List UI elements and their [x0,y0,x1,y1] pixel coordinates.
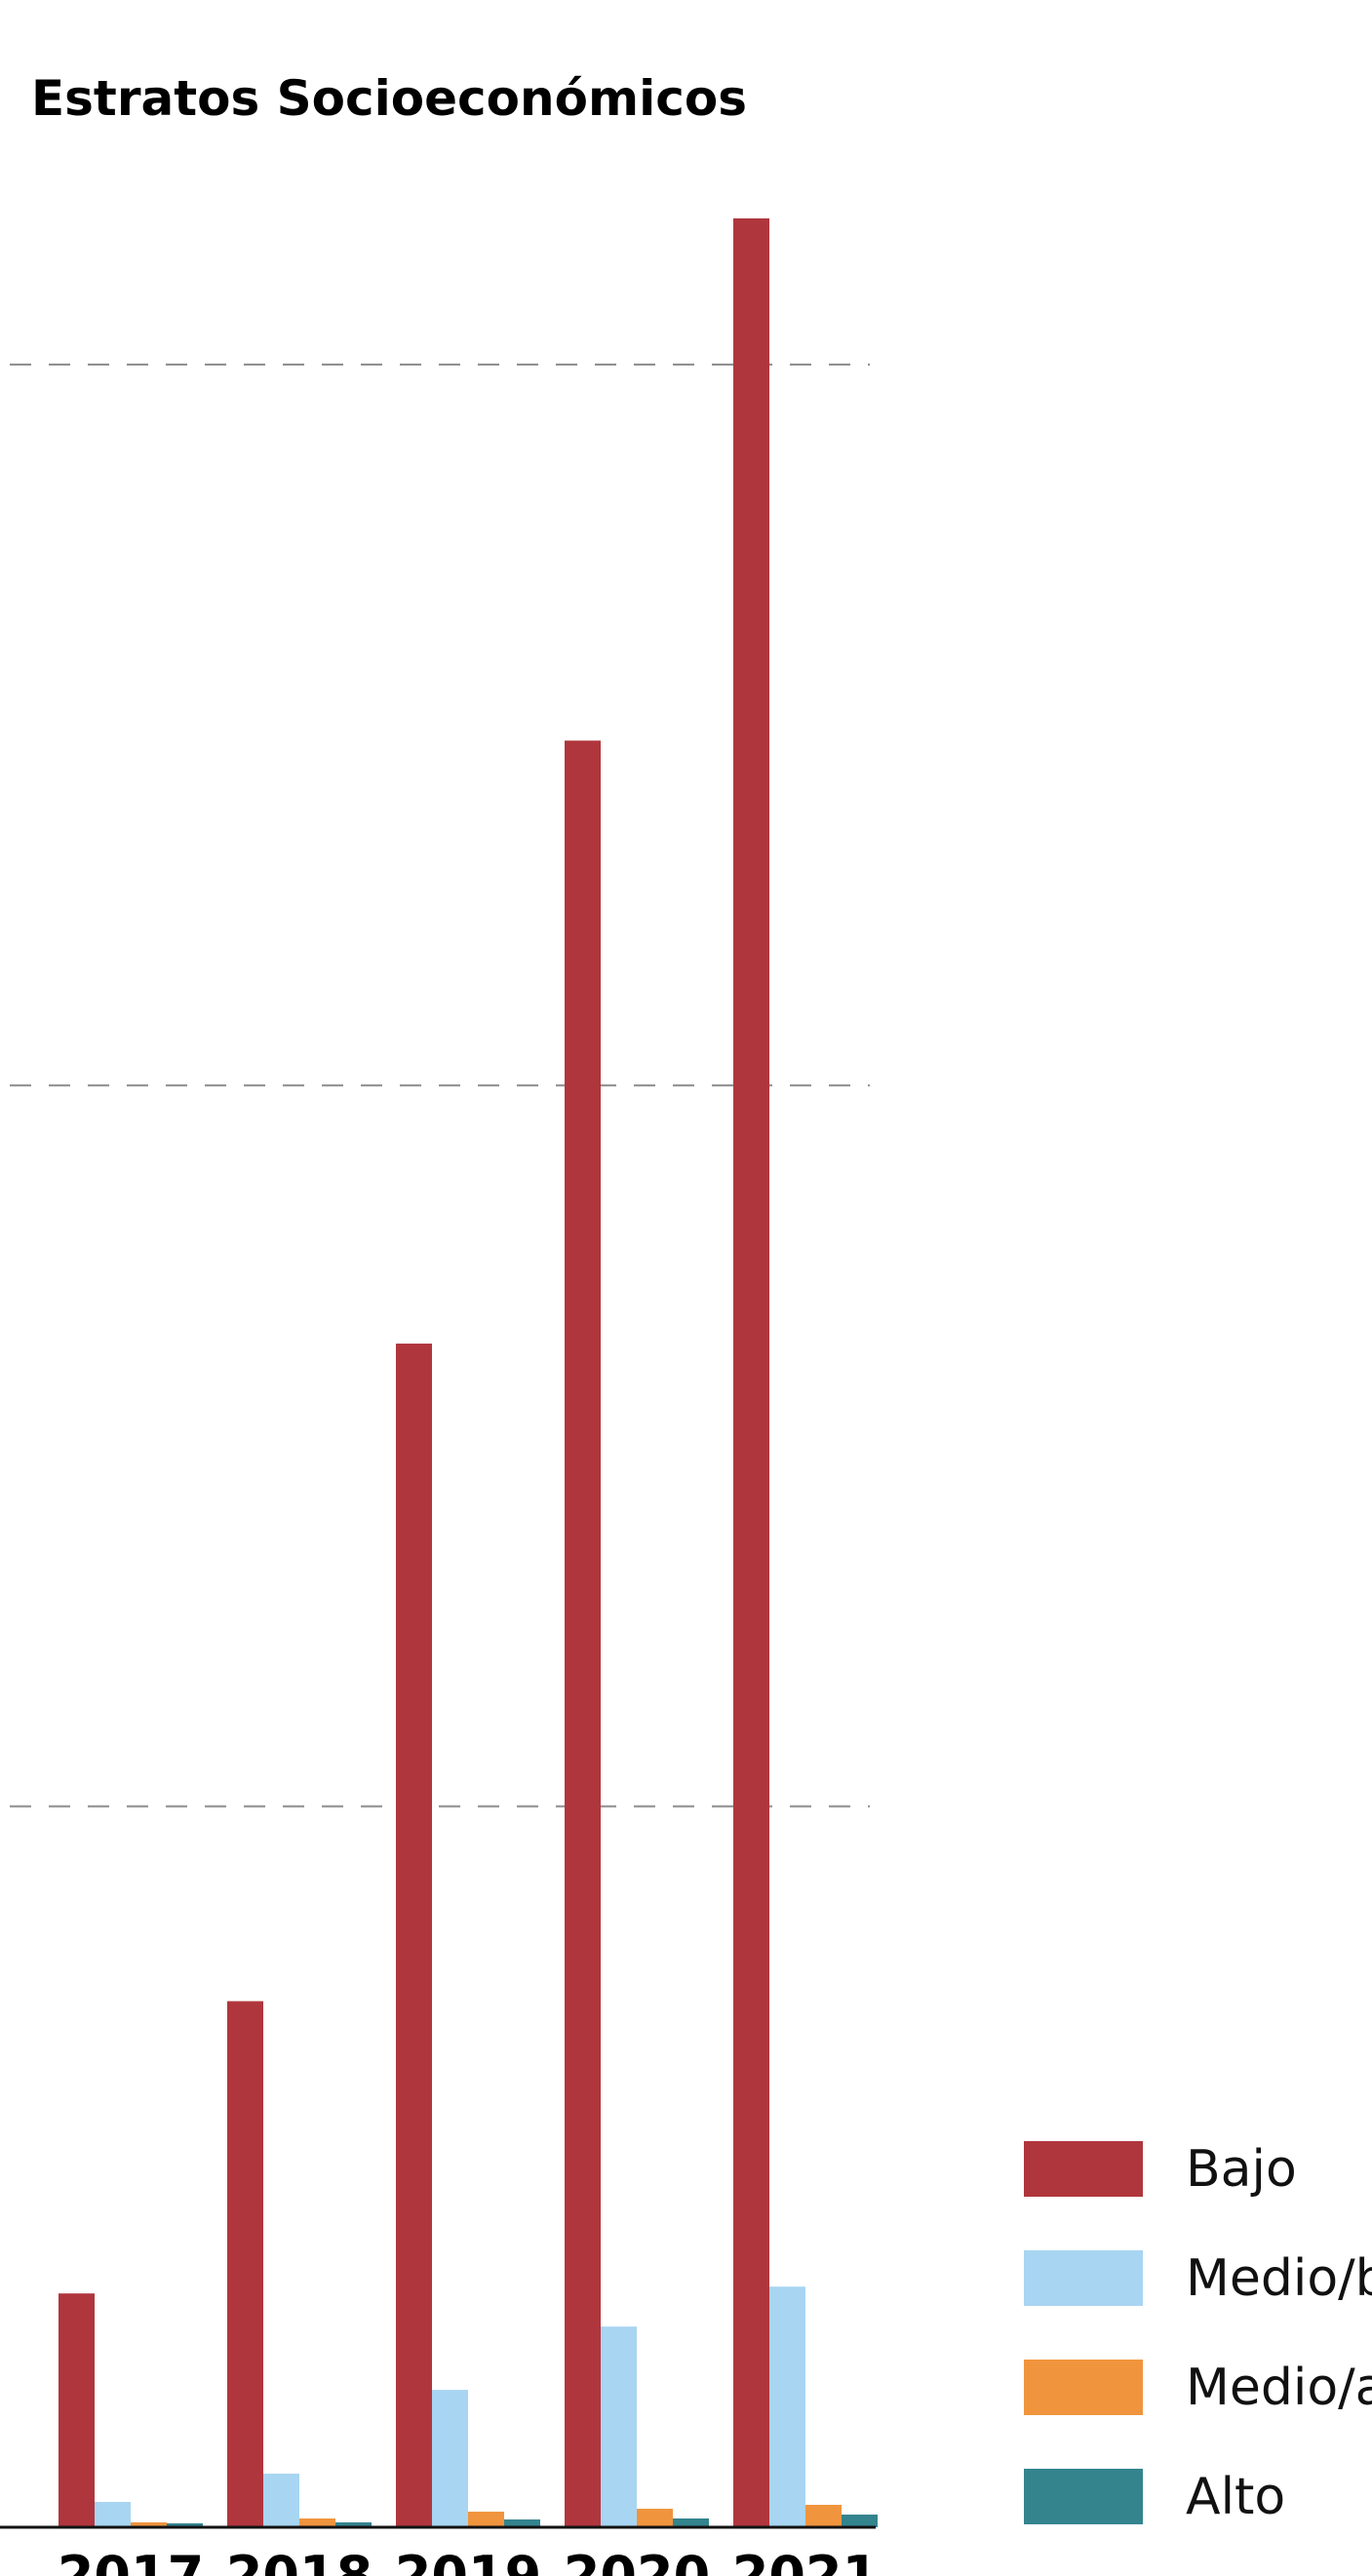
bar-alto-2019 [504,2519,540,2527]
legend-swatch-alto [1024,2469,1143,2524]
chart-title: Estratos Socioeconómicos [31,70,747,127]
bar-bajo-2021 [733,218,769,2527]
legend-swatch-medio-bajo [1024,2250,1143,2306]
gridlines [10,363,870,1808]
x-tick-label-2017: 2017 [58,2545,204,2576]
bar-medio-bajo-2017 [95,2502,131,2527]
bar-alto-2020 [673,2518,709,2527]
bars [59,218,878,2528]
bar-medio-alto-2019 [468,2512,504,2527]
bar-alto-2021 [842,2515,878,2527]
bar-medio-bajo-2018 [263,2474,299,2527]
bar-medio-alto-2018 [299,2518,335,2527]
legend-swatch-bajo [1024,2141,1143,2197]
x-tick-labels: 2017 2018 2019 2020 2021 [58,2545,879,2576]
bar-medio-alto-2021 [805,2505,842,2527]
legend-label-bajo: Bajo [1186,2140,1297,2199]
bar-bajo-2018 [227,2001,263,2527]
bar-medio-alto-2020 [637,2509,673,2527]
legend-swatch-medio-alto [1024,2360,1143,2415]
bar-medio-bajo-2020 [601,2326,637,2527]
bar-alto-2018 [335,2522,372,2527]
legend-label-alto: Alto [1186,2468,1285,2526]
bar-bajo-2019 [396,1344,432,2527]
legend: Bajo Medio/bajo Medio/alto Alto [1024,2140,1372,2526]
bar-medio-bajo-2021 [769,2286,805,2527]
bar-bajo-2017 [59,2293,95,2527]
legend-label-medio-bajo: Medio/bajo [1186,2249,1372,2308]
x-tick-label-2021: 2021 [732,2545,879,2576]
bar-medio-alto-2017 [131,2522,167,2527]
x-tick-label-2020: 2020 [564,2545,710,2576]
legend-label-medio-alto: Medio/alto [1186,2359,1372,2417]
x-tick-label-2019: 2019 [395,2545,541,2576]
bar-medio-bajo-2019 [432,2390,468,2527]
bar-bajo-2020 [565,740,601,2528]
x-tick-label-2018: 2018 [226,2545,372,2576]
bar-alto-2017 [167,2523,203,2527]
